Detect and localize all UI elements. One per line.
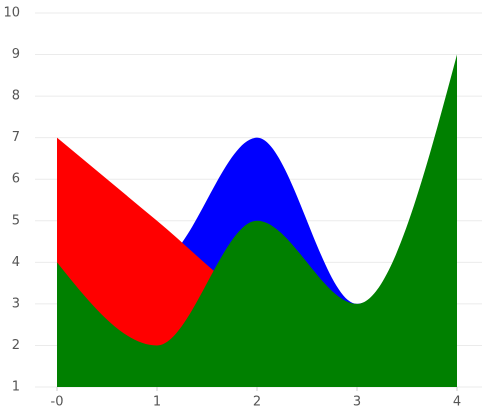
x-tick-label: 2: [253, 395, 261, 410]
area: [57, 54, 457, 388]
y-tick-label: 2: [12, 338, 20, 353]
y-tick-label: 4: [12, 255, 20, 270]
y-tick-label: 6: [12, 172, 20, 187]
y-tick-label: 3: [12, 296, 20, 311]
y-tick-label: 5: [12, 213, 20, 228]
y-tick-label: 9: [12, 47, 20, 62]
x-tick-label: 1: [153, 395, 161, 410]
area: [57, 137, 457, 387]
y-tick-label: 7: [12, 130, 20, 145]
y-tick-label: 8: [12, 89, 20, 104]
x-tick-label: -0: [51, 395, 64, 410]
y-tick-label: 10: [3, 6, 20, 21]
x-tick-label: 3: [353, 395, 361, 410]
x-tick-label: 4: [453, 395, 461, 410]
y-tick-label: 1: [12, 380, 20, 395]
